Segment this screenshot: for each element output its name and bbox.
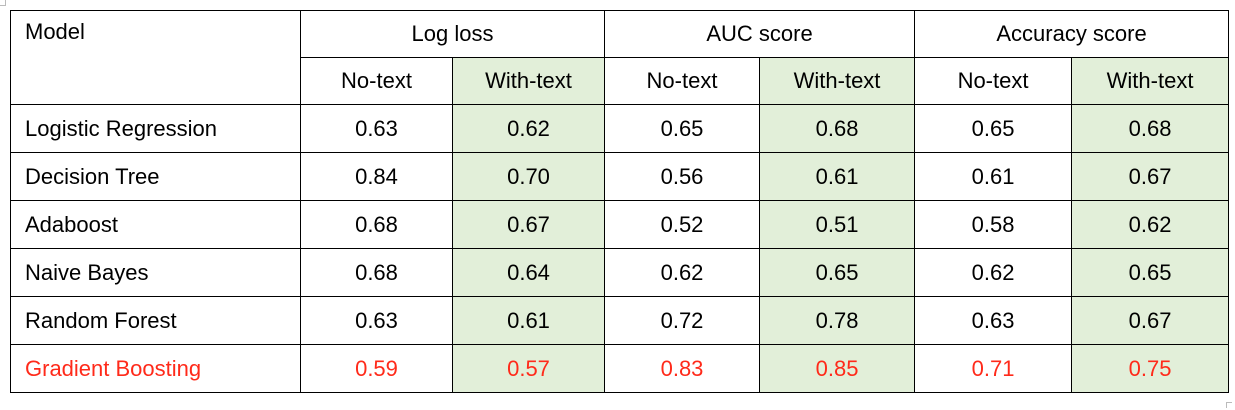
- value-cell: 0.65: [604, 104, 761, 153]
- value-cell: 0.64: [451, 248, 606, 297]
- subheader-with-text: With-text: [759, 57, 916, 105]
- value-cell: 0.63: [300, 296, 453, 345]
- value-cell: 0.63: [914, 296, 1073, 345]
- value-cell: 0.65: [914, 104, 1073, 153]
- subheader-no-text: No-text: [914, 57, 1073, 105]
- corner-crop-mark: [1226, 402, 1232, 408]
- value-cell: 0.67: [451, 200, 606, 249]
- value-cell: 0.75: [1071, 344, 1230, 393]
- table-row: Adaboost 0.68 0.67 0.52 0.51 0.58 0.62: [10, 200, 1230, 249]
- value-cell: 0.65: [1071, 248, 1230, 297]
- value-cell: 0.68: [300, 200, 453, 249]
- value-cell: 0.61: [759, 152, 916, 201]
- value-cell: 0.62: [604, 248, 761, 297]
- table-row: Decision Tree 0.84 0.70 0.56 0.61 0.61 0.67: [10, 152, 1230, 201]
- value-cell: 0.68: [759, 104, 916, 153]
- group-header-row: Model Log loss AUC score Accuracy score: [10, 10, 1230, 105]
- value-cell: 0.83: [604, 344, 761, 393]
- model-name-cell: Adaboost: [10, 200, 301, 249]
- value-cell: 0.67: [1071, 152, 1230, 201]
- value-cell: 0.62: [914, 248, 1073, 297]
- value-cell: 0.57: [451, 344, 606, 393]
- value-cell: 0.52: [604, 200, 761, 249]
- value-cell: 0.61: [914, 152, 1073, 201]
- results-table: Model Log loss AUC score Accuracy score …: [10, 10, 1230, 393]
- model-column-header: Model: [10, 10, 301, 105]
- value-cell: 0.65: [759, 248, 916, 297]
- value-cell: 0.84: [300, 152, 453, 201]
- subheader-row: No-text With-text No-text With-text No-t…: [11, 57, 1230, 105]
- value-cell: 0.85: [759, 344, 916, 393]
- subheader-no-text: No-text: [604, 57, 761, 105]
- value-cell: 0.62: [1071, 200, 1230, 249]
- model-name-cell: Naive Bayes: [10, 248, 301, 297]
- group-header-accuracy-score: Accuracy score: [914, 10, 1230, 58]
- value-cell: 0.68: [1071, 104, 1230, 153]
- model-name-cell: Decision Tree: [10, 152, 301, 201]
- value-cell: 0.71: [914, 344, 1073, 393]
- model-name-cell: Random Forest: [10, 296, 301, 345]
- value-cell: 0.67: [1071, 296, 1230, 345]
- table-body: Model Log loss AUC score Accuracy score …: [10, 10, 1230, 393]
- corner-crop-mark: [0, 0, 6, 6]
- table-row: Naive Bayes 0.68 0.64 0.62 0.65 0.62 0.65: [10, 248, 1230, 297]
- value-cell: 0.72: [604, 296, 761, 345]
- value-cell: 0.59: [300, 344, 453, 393]
- value-cell: 0.56: [604, 152, 761, 201]
- table-row: Gradient Boosting 0.59 0.57 0.83 0.85 0.71 0.7…: [10, 344, 1230, 393]
- table-row: Logistic Regression 0.63 0.62 0.65 0.68 0.65 0…: [10, 104, 1230, 153]
- value-cell: 0.70: [451, 152, 606, 201]
- model-name-cell: Gradient Boosting: [10, 344, 301, 393]
- value-cell: 0.58: [914, 200, 1073, 249]
- value-cell: 0.68: [300, 248, 453, 297]
- value-cell: 0.62: [451, 104, 606, 153]
- subheader-with-text: With-text: [451, 57, 606, 105]
- model-name-cell: Logistic Regression: [10, 104, 301, 153]
- group-header-auc-score: AUC score: [604, 10, 916, 58]
- value-cell: 0.78: [759, 296, 916, 345]
- value-cell: 0.61: [451, 296, 606, 345]
- value-cell: 0.51: [759, 200, 916, 249]
- value-cell: 0.63: [300, 104, 453, 153]
- group-header-log-loss: Log loss: [299, 10, 606, 58]
- table-row: Random Forest 0.63 0.61 0.72 0.78 0.63 0.67: [10, 296, 1230, 345]
- subheader-with-text: With-text: [1071, 57, 1230, 105]
- subheader-no-text: No-text: [300, 57, 453, 105]
